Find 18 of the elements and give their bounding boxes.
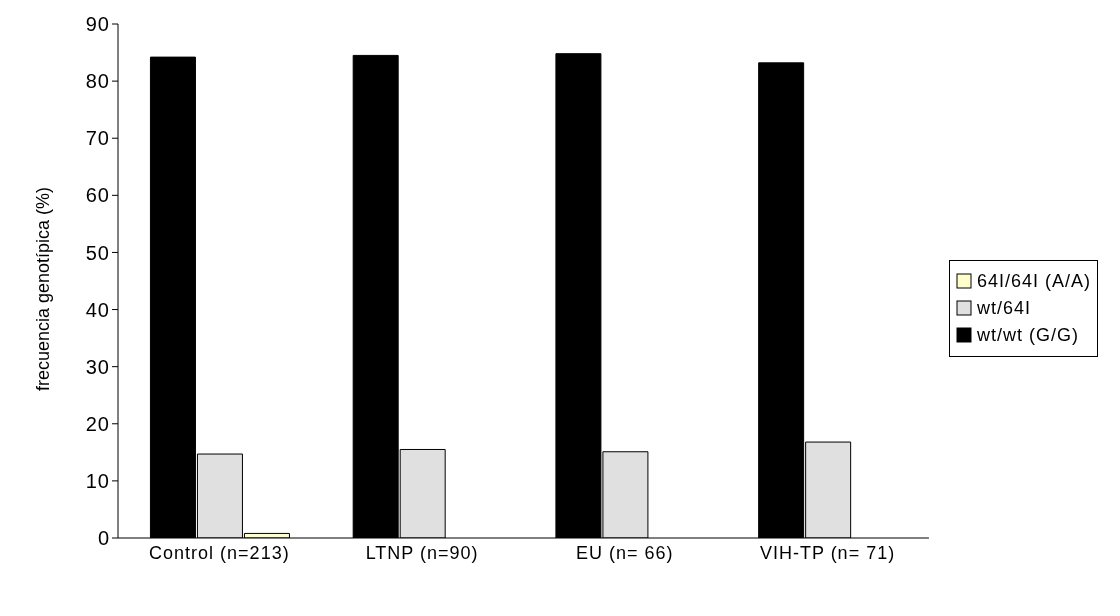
y-tick-label: 20: [85, 412, 110, 435]
legend-label: 64I/64I (A/A): [976, 270, 1091, 292]
y-tick-label: 60: [85, 184, 110, 207]
y-tick-label: 10: [85, 469, 110, 492]
x-tick-label: EU (n= 66): [576, 542, 674, 563]
y-tick-label: 50: [85, 241, 110, 264]
y-tick-label: 80: [85, 70, 110, 93]
legend-label: wt/wt (G/G): [976, 324, 1079, 346]
y-axis-title: frecuencia genotípica (%): [33, 186, 54, 391]
y-tick-label: 30: [85, 355, 110, 378]
y-tick-label: 0: [97, 527, 110, 550]
y-tick-label: 70: [85, 127, 110, 150]
x-tick-label: VIH-TP (n= 71): [759, 542, 896, 563]
x-tick-label: Control (n=213): [149, 542, 290, 563]
legend-label: wt/64I: [976, 297, 1031, 319]
y-tick-label: 90: [85, 13, 110, 36]
y-tick-label: 40: [85, 298, 110, 321]
x-tick-label: LTNP (n=90): [365, 542, 479, 563]
